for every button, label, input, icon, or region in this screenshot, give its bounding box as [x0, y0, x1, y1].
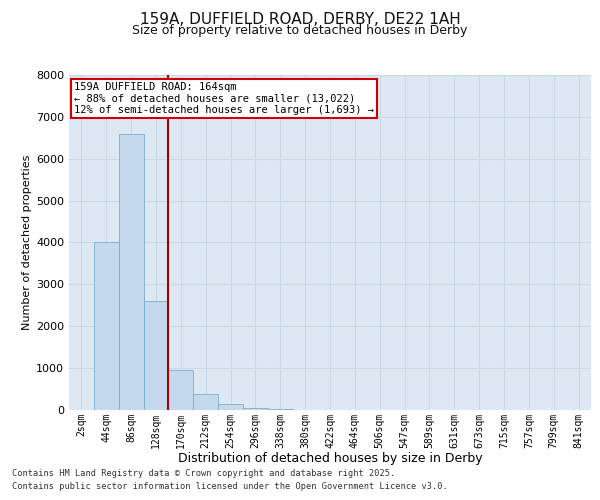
Bar: [218, 404, 243, 410]
Text: Contains public sector information licensed under the Open Government Licence v3: Contains public sector information licen…: [12, 482, 448, 491]
Bar: [193, 394, 218, 410]
Text: Contains HM Land Registry data © Crown copyright and database right 2025.: Contains HM Land Registry data © Crown c…: [12, 468, 395, 477]
Bar: [94, 242, 119, 410]
Bar: [143, 301, 169, 410]
Bar: [243, 408, 268, 410]
Text: Size of property relative to detached houses in Derby: Size of property relative to detached ho…: [133, 24, 467, 37]
Y-axis label: Number of detached properties: Number of detached properties: [22, 155, 32, 330]
Bar: [169, 370, 193, 410]
Bar: [119, 134, 143, 410]
Text: 159A DUFFIELD ROAD: 164sqm
← 88% of detached houses are smaller (13,022)
12% of : 159A DUFFIELD ROAD: 164sqm ← 88% of deta…: [74, 82, 374, 115]
Text: 159A, DUFFIELD ROAD, DERBY, DE22 1AH: 159A, DUFFIELD ROAD, DERBY, DE22 1AH: [140, 12, 460, 28]
X-axis label: Distribution of detached houses by size in Derby: Distribution of detached houses by size …: [178, 452, 482, 465]
